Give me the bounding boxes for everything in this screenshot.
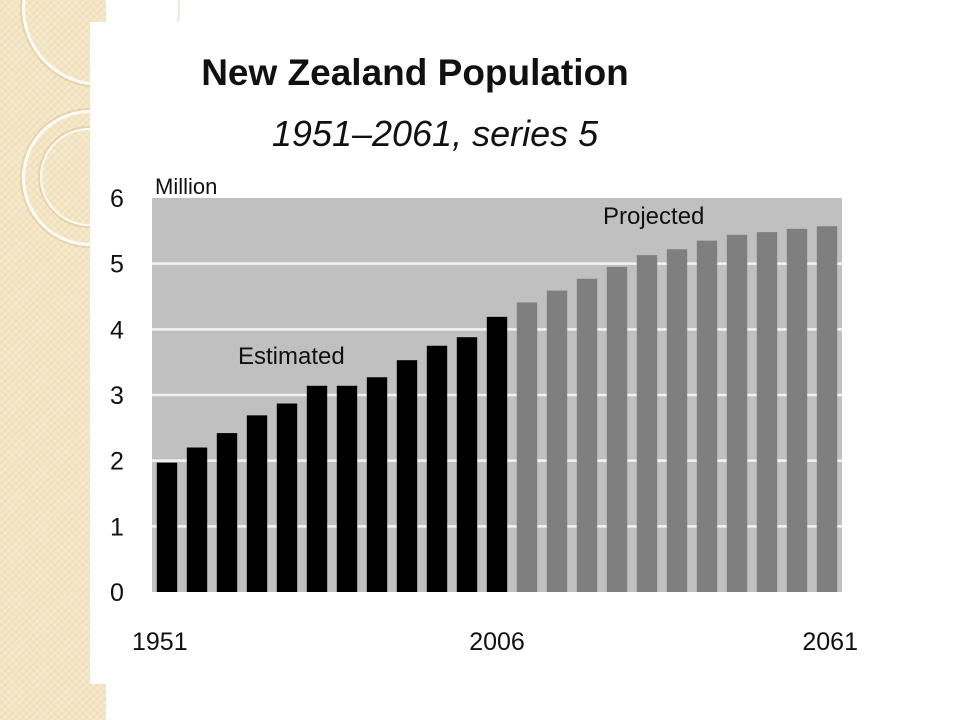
y-tick-label: 6 [110, 185, 124, 213]
bar-estimated [216, 433, 238, 592]
bar-estimated [486, 316, 508, 592]
y-tick-label: 1 [110, 513, 124, 541]
y-tick-label: 4 [110, 316, 124, 344]
bar-projected [696, 240, 718, 592]
bar-estimated [426, 345, 448, 592]
bar-projected [786, 228, 808, 592]
bar-estimated [276, 403, 298, 592]
bar-estimated [156, 462, 178, 592]
bar-projected [516, 302, 538, 592]
y-tick-label: 2 [110, 448, 124, 476]
bar-projected [756, 232, 778, 592]
bar-estimated [396, 360, 418, 592]
bar-estimated [456, 337, 478, 592]
bar-projected [816, 226, 838, 592]
x-tick-label: 2061 [802, 628, 858, 656]
bar-estimated [366, 377, 388, 592]
bar-estimated [186, 447, 208, 592]
annotation-estimated: Estimated [238, 343, 345, 370]
bar-projected [636, 255, 658, 592]
y-tick-label: 0 [110, 579, 124, 607]
y-axis-unit-label: Million [155, 174, 217, 199]
bar-projected [726, 234, 748, 593]
y-tick-label: 3 [110, 382, 124, 410]
bar-estimated [336, 385, 358, 592]
bar-projected [546, 290, 568, 592]
bar-projected [576, 278, 598, 592]
y-tick-label: 5 [110, 251, 124, 279]
bar-estimated [306, 385, 328, 592]
x-tick-label: 1951 [132, 628, 188, 656]
chart-subtitle: 1951–2061, series 5 [271, 113, 599, 154]
chart-title: New Zealand Population [201, 52, 629, 93]
x-tick-label: 2006 [469, 628, 525, 656]
bar-estimated [246, 415, 268, 592]
annotation-projected: Projected [603, 203, 704, 230]
bar-projected [666, 249, 688, 592]
bar-projected [606, 266, 628, 592]
